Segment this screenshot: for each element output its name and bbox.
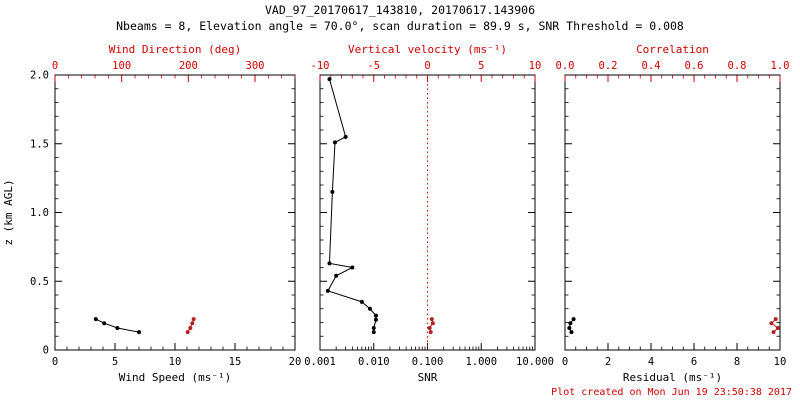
top-tick-label: 200	[179, 60, 198, 72]
top-axis-label: Wind Direction (deg)	[109, 43, 241, 56]
top-tick-label: 5	[478, 60, 484, 72]
data-point	[137, 330, 141, 335]
x-tick-label: 2	[605, 356, 611, 368]
snr-series	[325, 77, 378, 335]
panel-frame	[54, 74, 296, 351]
x-tick-label: 10	[774, 356, 787, 368]
data-point	[325, 288, 330, 293]
residual-panel: 0 2 4 6 8 10 Residual (ms⁻¹) 0.0 0.2 0.4 0.6 0.8 1.0…	[556, 43, 790, 384]
x-tick-label: 0	[52, 356, 58, 368]
top-tick-label: 0.8	[728, 60, 747, 72]
x-tick-label: 6	[691, 356, 697, 368]
data-point	[571, 317, 576, 322]
top-axis-label: Correlation	[636, 43, 709, 56]
data-point	[185, 330, 190, 335]
data-point	[773, 317, 778, 322]
data-point	[371, 326, 376, 330]
data-point	[371, 330, 376, 335]
data-point	[427, 326, 432, 330]
data-point	[373, 313, 378, 318]
data-point	[115, 326, 120, 330]
panel-frame	[564, 74, 781, 351]
plot-title: VAD_97_20170617_143810, 20170617.143906	[264, 3, 536, 17]
top-tick-label: 300	[246, 60, 265, 72]
top-tick-label: 0	[52, 60, 58, 72]
x-tick-label: 10.000	[516, 356, 554, 368]
x-tick-label: 15	[229, 356, 242, 368]
top-tick-label: 0.6	[685, 60, 704, 72]
top-tick-label: -5	[367, 60, 380, 72]
top-tick-label: 10	[529, 60, 542, 72]
y-tick-label: 1.0	[30, 207, 49, 219]
data-point	[102, 321, 107, 326]
bottom-axis-label: Residual (ms⁻¹)	[623, 371, 722, 384]
data-point	[430, 321, 435, 326]
data-point	[334, 273, 339, 278]
data-point	[330, 189, 335, 194]
data-point	[771, 330, 776, 335]
data-point	[327, 77, 332, 82]
y-tick-label: 0	[43, 345, 49, 357]
data-point	[429, 317, 434, 322]
x-tick-label: 0.001	[304, 356, 336, 368]
x-tick-label: 1.000	[465, 356, 497, 368]
plot-subtitle: Nbeams = 8, Elevation angle = 70.0°, sca…	[116, 19, 684, 33]
top-tick-label: 0.2	[599, 60, 618, 72]
residual-series	[567, 317, 576, 335]
bottom-axis-label: Wind Speed (ms⁻¹)	[119, 371, 232, 384]
top-tick-label: 0	[424, 60, 430, 72]
y-tick-label: 2.0	[30, 70, 49, 82]
data-point	[568, 321, 573, 326]
data-point	[569, 330, 574, 335]
wind-direction-series	[185, 317, 196, 335]
x-tick-label: 10	[169, 356, 182, 368]
y-axis-label: z (km AGL)	[2, 179, 15, 245]
y-tick-label: 1.5	[30, 138, 49, 150]
top-tick-label: 100	[112, 60, 131, 72]
top-tick-label: -10	[311, 60, 330, 72]
x-tick-label: 8	[734, 356, 740, 368]
plot-created-timestamp: Plot created on Mon Jun 19 23:50:38 2017	[551, 387, 792, 398]
x-tick-label: 20	[289, 356, 302, 368]
x-tick-label: 0.010	[358, 356, 390, 368]
vertical-velocity-series	[427, 317, 435, 335]
data-point	[350, 265, 355, 270]
x-tick-label: 5	[112, 356, 118, 368]
data-point	[367, 306, 372, 311]
data-point	[93, 317, 98, 322]
data-point	[567, 326, 572, 330]
top-axis-label: Vertical velocity (ms⁻¹)	[348, 43, 507, 56]
data-point	[775, 326, 780, 330]
data-point	[332, 140, 337, 145]
data-point	[769, 321, 774, 326]
data-point	[190, 321, 195, 326]
top-tick-label: 0.0	[556, 60, 575, 72]
data-point	[359, 299, 364, 304]
wind-speed-series	[93, 317, 141, 335]
data-point	[373, 317, 378, 322]
top-tick-label: 0.4	[642, 60, 661, 72]
x-tick-label: 4	[648, 356, 654, 368]
data-point	[428, 330, 433, 335]
x-tick-label: 0	[562, 356, 568, 368]
bottom-axis-label: SNR	[418, 371, 438, 384]
correlation-series	[769, 317, 780, 335]
snr-panel: 0.001 0.010 0.100 1.000 10.000 SNR -10 -5 0 5 10 Ve…	[304, 43, 554, 384]
top-tick-label: 1.0	[771, 60, 790, 72]
x-tick-label: 0.100	[412, 356, 444, 368]
y-tick-label: 0.5	[30, 276, 49, 288]
data-point	[191, 317, 196, 322]
data-point	[327, 261, 332, 266]
data-point	[188, 326, 193, 330]
data-point	[343, 134, 348, 139]
